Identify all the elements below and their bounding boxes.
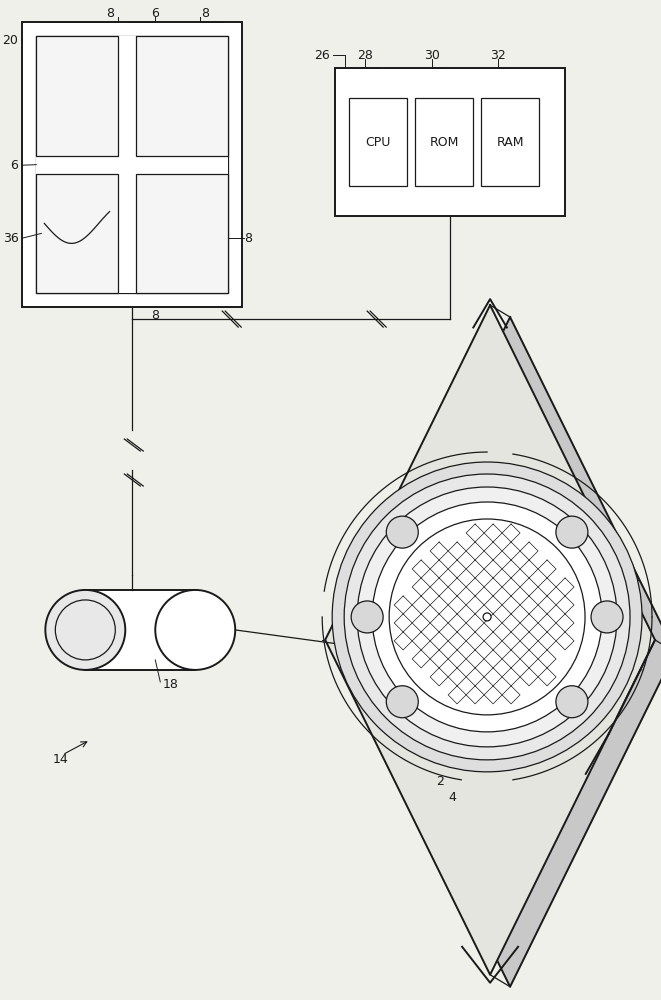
- Text: ROM: ROM: [430, 136, 459, 149]
- Text: 20: 20: [3, 34, 19, 47]
- Circle shape: [389, 519, 585, 715]
- Circle shape: [483, 613, 491, 621]
- Text: RAM: RAM: [496, 136, 524, 149]
- Text: 6: 6: [11, 159, 19, 172]
- Polygon shape: [345, 317, 661, 987]
- Circle shape: [351, 601, 383, 633]
- Text: 16: 16: [410, 541, 426, 554]
- Bar: [335, 68, 565, 216]
- Circle shape: [344, 474, 630, 760]
- Bar: [36, 156, 228, 174]
- Text: 6: 6: [151, 7, 159, 20]
- Circle shape: [556, 516, 588, 548]
- Text: 30: 30: [424, 49, 440, 62]
- Circle shape: [357, 487, 617, 747]
- Bar: [349, 98, 407, 186]
- Bar: [22, 22, 242, 307]
- Ellipse shape: [155, 590, 235, 670]
- Text: CPU: CPU: [366, 136, 391, 149]
- Text: 2: 2: [436, 775, 444, 788]
- Circle shape: [556, 686, 588, 718]
- Text: 24: 24: [582, 663, 598, 676]
- Text: 22: 22: [472, 520, 488, 533]
- Bar: [481, 98, 539, 186]
- Text: 32: 32: [490, 49, 506, 62]
- Text: 8: 8: [106, 7, 114, 20]
- Circle shape: [372, 502, 602, 732]
- Text: 28: 28: [357, 49, 373, 62]
- Text: 18: 18: [163, 678, 178, 691]
- Ellipse shape: [46, 590, 126, 670]
- Bar: [36, 174, 118, 293]
- Text: 14: 14: [52, 753, 68, 766]
- Bar: [136, 36, 228, 156]
- Text: 4: 4: [448, 791, 456, 804]
- Text: 8: 8: [244, 232, 253, 245]
- Bar: [36, 36, 228, 293]
- Text: 8: 8: [466, 750, 474, 763]
- Bar: [415, 98, 473, 186]
- Bar: [136, 174, 228, 293]
- Text: 24: 24: [384, 633, 400, 646]
- Circle shape: [591, 601, 623, 633]
- Text: 8: 8: [151, 309, 159, 322]
- Text: 10: 10: [490, 505, 506, 518]
- Bar: [85, 590, 195, 670]
- Text: 8: 8: [201, 7, 210, 20]
- Circle shape: [386, 516, 418, 548]
- Circle shape: [332, 462, 642, 772]
- Bar: [36, 36, 118, 156]
- Bar: [118, 36, 136, 293]
- Text: 26: 26: [315, 49, 330, 62]
- Text: 34: 34: [624, 573, 640, 586]
- Polygon shape: [325, 305, 655, 975]
- Circle shape: [386, 686, 418, 718]
- Text: 36: 36: [3, 232, 19, 245]
